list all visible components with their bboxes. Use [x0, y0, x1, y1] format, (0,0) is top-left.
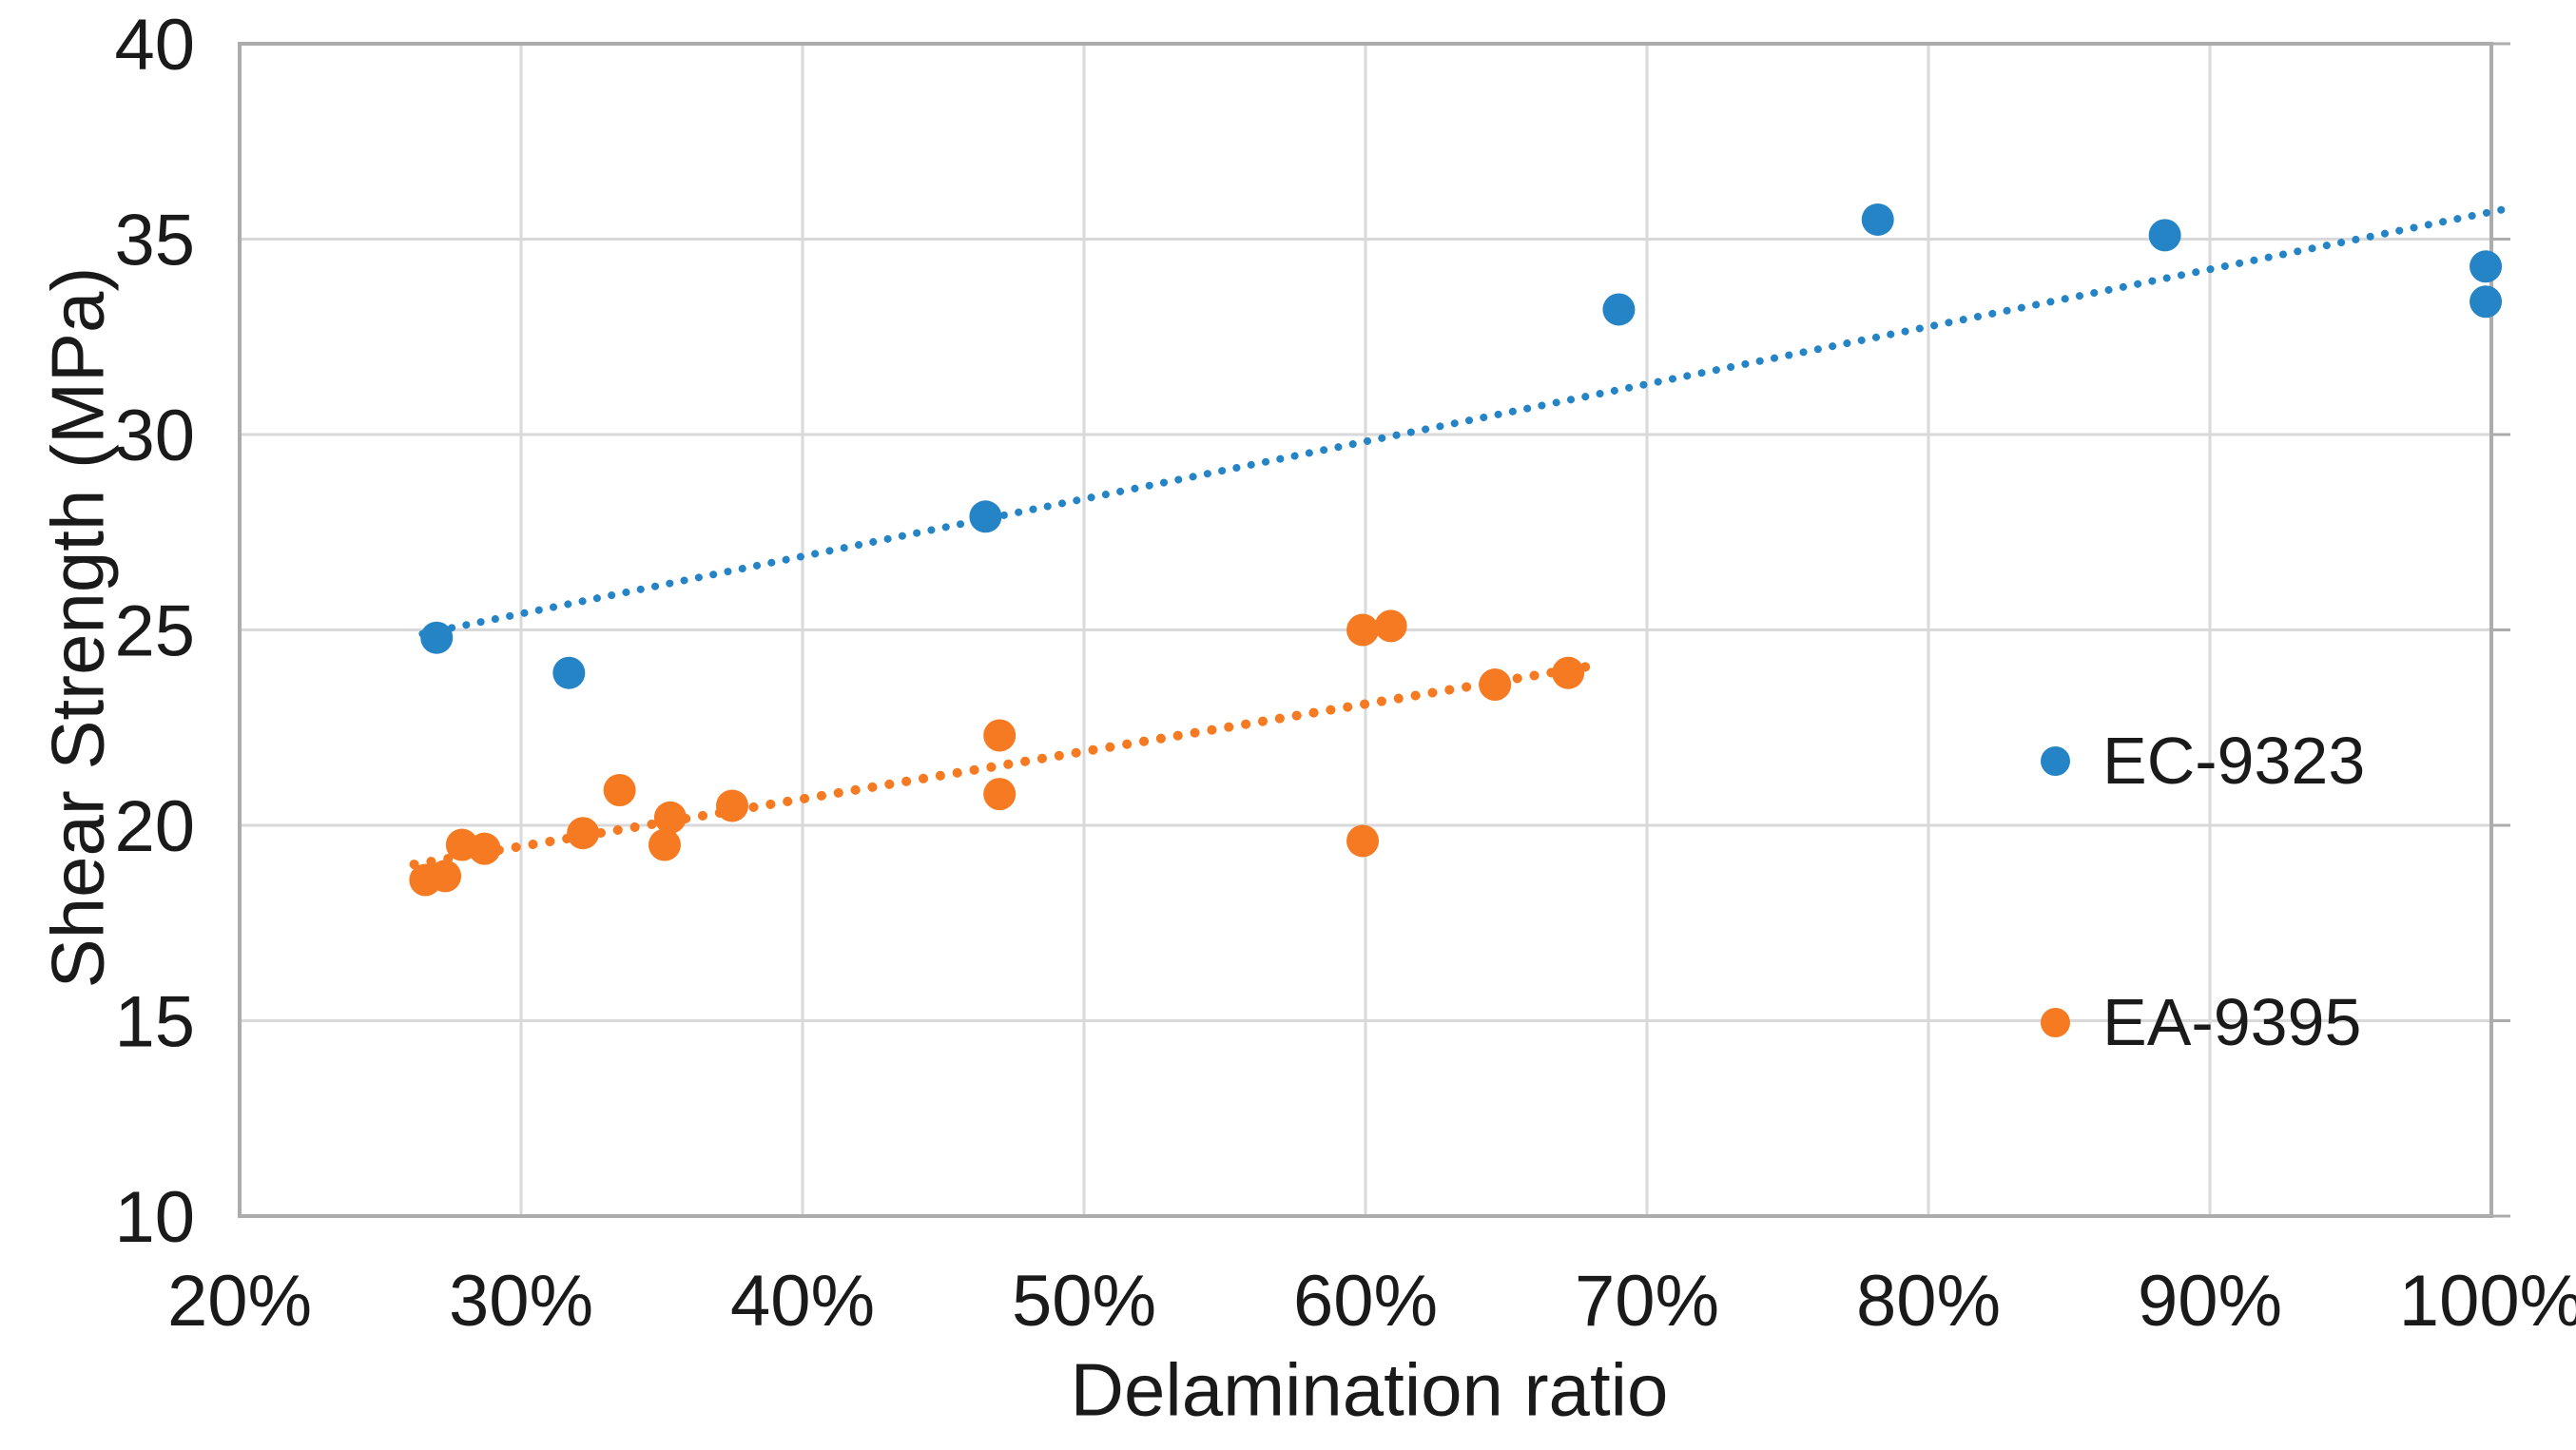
data-point-EC-9323-4 [1861, 203, 1894, 236]
data-point-EC-9323-6 [2469, 250, 2503, 283]
data-point-EA-9395-14 [1479, 668, 1512, 702]
data-point-EA-9395-13 [1346, 824, 1380, 858]
data-point-EC-9323-0 [420, 621, 454, 654]
data-point-EA-9395-9 [983, 719, 1017, 752]
data-point-EA-9395-15 [1552, 656, 1585, 689]
y-tick-label-15: 15 [114, 982, 195, 1063]
x-tick-label-60%: 60% [1293, 1261, 1438, 1342]
legend-marker-ec-9323-icon [2041, 745, 2070, 776]
data-point-EC-9323-5 [2148, 219, 2181, 252]
data-point-EC-9323-1 [552, 656, 586, 689]
legend-item-ea-9395: EA-9395 [2041, 984, 2361, 1060]
data-point-EA-9395-6 [648, 828, 681, 861]
x-tick-label-70%: 70% [1575, 1261, 1719, 1342]
data-point-EC-9323-7 [2469, 285, 2503, 319]
data-point-EA-9395-8 [716, 789, 748, 822]
trendline-EA-9395 [409, 660, 1601, 870]
x-tick-label-50%: 50% [1012, 1261, 1156, 1342]
y-tick-label-40: 40 [114, 5, 195, 86]
x-tick-label-80%: 80% [1856, 1261, 2001, 1342]
legend-label-ec-9323: EC-9323 [2102, 724, 2366, 798]
x-tick-label-40%: 40% [730, 1261, 875, 1342]
data-point-EA-9395-3 [468, 832, 501, 865]
x-tick-label-30%: 30% [449, 1261, 593, 1342]
y-tick-label-20: 20 [114, 786, 195, 867]
data-point-EC-9323-2 [969, 500, 1002, 533]
legend-marker-ea-9395-icon [2041, 1007, 2070, 1037]
data-point-EA-9395-5 [603, 774, 636, 807]
x-tick-label-100%: 100% [2399, 1261, 2576, 1342]
legend-item-ec-9323: EC-9323 [2041, 723, 2365, 799]
data-point-EA-9395-11 [1346, 613, 1380, 647]
y-axis-title: Shear Strength (MPa) [35, 266, 120, 989]
x-tick-label-20%: 20% [167, 1261, 312, 1342]
data-point-EA-9395-10 [983, 778, 1017, 811]
data-point-EC-9323-3 [1602, 293, 1636, 326]
y-tick-label-30: 30 [114, 396, 195, 476]
data-point-EA-9395-7 [653, 801, 687, 834]
x-axis-title: Delamination ratio [1070, 1347, 1669, 1432]
data-point-EA-9395-12 [1374, 609, 1407, 643]
y-tick-label-25: 25 [114, 591, 195, 672]
legend-label-ea-9395: EA-9395 [2102, 985, 2362, 1059]
data-point-EA-9395-1 [429, 860, 462, 893]
data-point-EA-9395-4 [567, 817, 600, 850]
y-tick-label-10: 10 [114, 1177, 195, 1258]
y-tick-label-35: 35 [114, 201, 195, 281]
x-tick-label-90%: 90% [2138, 1261, 2282, 1342]
trendline-EC-9323 [418, 203, 2515, 638]
